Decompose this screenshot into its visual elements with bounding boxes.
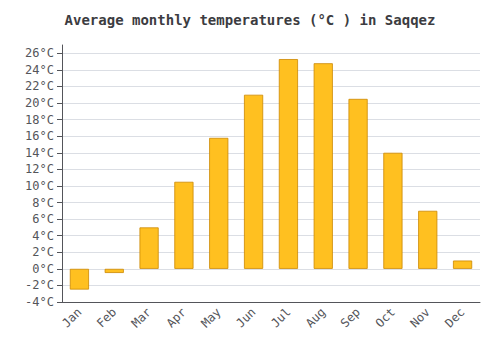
svg-text:10°C: 10°C [25, 179, 54, 193]
svg-text:Jun: Jun [233, 305, 258, 330]
svg-text:Dec: Dec [442, 305, 467, 330]
svg-text:24°C: 24°C [25, 63, 54, 77]
svg-text:Aug: Aug [303, 305, 328, 330]
svg-text:Nov: Nov [407, 305, 432, 330]
svg-text:-4°C: -4°C [25, 295, 54, 309]
svg-text:20°C: 20°C [25, 96, 54, 110]
svg-text:6°C: 6°C [32, 212, 54, 226]
svg-text:Apr: Apr [164, 305, 189, 330]
svg-text:12°C: 12°C [25, 162, 54, 176]
svg-text:Oct: Oct [373, 305, 398, 330]
svg-text:Jan: Jan [59, 305, 84, 330]
svg-text:0°C: 0°C [32, 262, 54, 276]
svg-text:Feb: Feb [94, 305, 119, 330]
svg-text:May: May [198, 305, 223, 330]
svg-text:Jul: Jul [268, 305, 293, 330]
svg-text:14°C: 14°C [25, 146, 54, 160]
svg-text:18°C: 18°C [25, 113, 54, 127]
svg-text:Average monthly temperatures (: Average monthly temperatures (°C ) in Sa… [65, 12, 436, 28]
svg-text:Mar: Mar [129, 305, 154, 330]
svg-text:8°C: 8°C [32, 196, 54, 210]
svg-text:-2°C: -2°C [25, 278, 54, 292]
svg-text:16°C: 16°C [25, 129, 54, 143]
svg-text:4°C: 4°C [32, 229, 54, 243]
svg-text:26°C: 26°C [25, 46, 54, 60]
svg-text:Sep: Sep [338, 305, 363, 330]
svg-text:2°C: 2°C [32, 245, 54, 259]
svg-text:22°C: 22°C [25, 79, 54, 93]
